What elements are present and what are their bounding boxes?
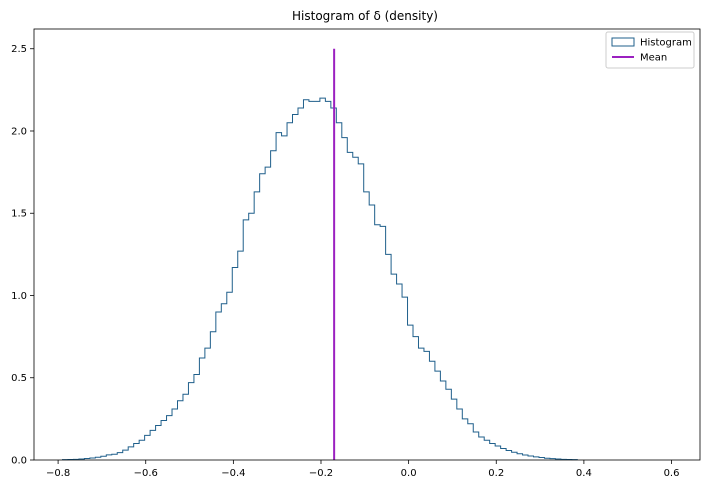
x-tick-label: 0.2 (488, 468, 504, 479)
x-tick-label: 0.4 (576, 468, 592, 479)
legend-box (605, 31, 695, 69)
legend-label: Mean (640, 53, 667, 64)
x-tick-label: −0.2 (309, 468, 333, 479)
y-axis: 0.0 0.5 1.0 1.5 2.0 2.5 (11, 44, 34, 467)
x-tick-label: 0.6 (664, 468, 680, 479)
y-tick-label: 0.0 (11, 456, 27, 467)
plot-area (33, 28, 701, 461)
x-axis: −0.8 −0.6 −0.4 −0.2 0.0 0.2 0.4 0.6 (46, 460, 680, 479)
x-tick-label: −0.4 (221, 468, 245, 479)
plot-frame (33, 28, 701, 461)
x-tick-label: 0.0 (401, 468, 417, 479)
x-tick-label: −0.8 (46, 468, 70, 479)
y-tick-label: 1.0 (11, 291, 27, 302)
legend: Histogram Mean (605, 31, 695, 69)
legend-swatch-histogram (611, 37, 635, 47)
legend-label: Histogram (640, 38, 692, 49)
y-tick-label: 2.0 (11, 126, 27, 137)
y-tick-label: 1.5 (11, 209, 27, 220)
y-tick-label: 0.5 (11, 373, 27, 384)
x-tick-label: −0.6 (134, 468, 158, 479)
histogram-series (61, 97, 578, 461)
chart-title: Histogram of δ (density) (292, 9, 438, 23)
y-tick-label: 2.5 (11, 44, 27, 55)
